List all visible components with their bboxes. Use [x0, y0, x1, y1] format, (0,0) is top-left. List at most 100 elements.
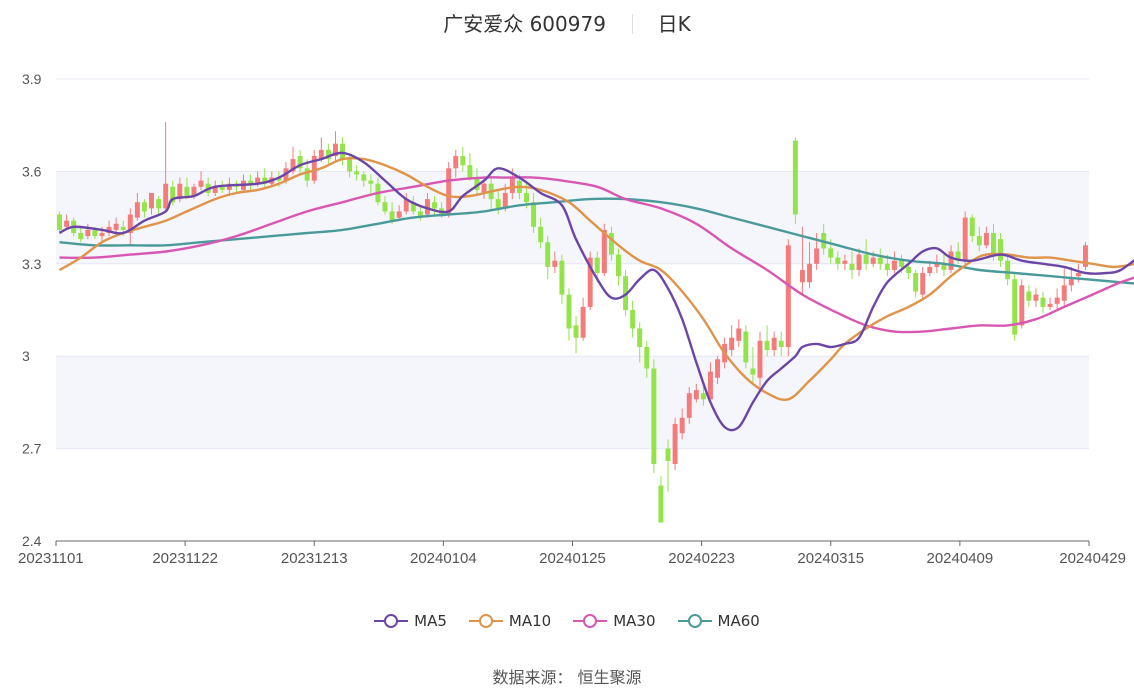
candle-up: [106, 226, 112, 233]
candle-up: [1082, 245, 1088, 267]
candle-up: [1075, 273, 1081, 277]
candle-down: [340, 143, 346, 160]
candle-down: [835, 257, 841, 264]
legend: MA5 MA10 MA30 MA60: [0, 612, 1134, 630]
candle-down: [184, 186, 190, 197]
candle-down: [545, 242, 551, 267]
x-tick-label: 20231122: [152, 550, 218, 567]
candle-up: [509, 177, 515, 193]
x-tick-label: 20231101: [18, 550, 84, 567]
candle-up: [920, 273, 926, 295]
candle-down: [531, 202, 537, 227]
candle-up: [191, 186, 197, 197]
candle-up: [842, 260, 848, 264]
candle-down: [644, 346, 650, 369]
candle-down: [991, 233, 996, 255]
candle-down: [623, 276, 629, 310]
candle-up: [311, 156, 317, 181]
candle-up: [693, 390, 699, 400]
candle-up: [1061, 285, 1067, 301]
candle-down: [120, 226, 126, 230]
candle-down: [304, 168, 310, 181]
candle-down: [969, 217, 975, 237]
x-tick-label: 20240125: [539, 550, 606, 567]
candle-up: [785, 245, 791, 347]
candle-down: [792, 140, 798, 215]
candle-up: [424, 199, 430, 215]
data-source: 数据来源： 恒生聚源: [0, 664, 1134, 688]
legend-label: MA30: [613, 612, 656, 630]
candle-up: [870, 257, 876, 264]
candle-down: [906, 266, 912, 274]
candle-up: [64, 220, 70, 227]
candle-up: [962, 217, 968, 261]
source-value: 恒生聚源: [577, 668, 642, 687]
legend-item-ma5[interactable]: MA5: [374, 612, 447, 630]
candle-down: [651, 368, 657, 464]
candle-down: [538, 226, 544, 243]
candle-down: [524, 192, 529, 203]
candle-up: [856, 254, 862, 270]
candle-up: [814, 248, 820, 264]
candle-down: [884, 263, 890, 270]
x-tick-label: 20240315: [797, 550, 864, 567]
candle-down: [467, 165, 473, 178]
candle-down: [276, 177, 282, 181]
candle-up: [934, 263, 940, 267]
candle-down: [141, 202, 147, 212]
candle-down: [1012, 279, 1018, 335]
grid-band: [56, 171, 1089, 264]
candle-down: [262, 177, 268, 184]
candle-down: [764, 340, 770, 351]
candle-down: [354, 171, 360, 175]
candle-down: [1040, 297, 1046, 307]
candle-up: [679, 417, 685, 434]
candle-down: [608, 233, 614, 255]
candle-up: [446, 168, 452, 215]
candle-down: [156, 199, 162, 209]
legend-marker-icon: [468, 614, 503, 628]
candle-up: [163, 183, 169, 209]
x-axis: 20231101 20231122 20231213 20240104 20240125…: [18, 540, 1126, 567]
candle-down: [828, 248, 834, 258]
kline-chart[interactable]: 2.4 2.7 3 3.3 3.6 3.9 20231101 20231122 2023121…: [0, 0, 1134, 600]
candle-down: [566, 294, 572, 329]
grid-band: [56, 356, 1089, 449]
candle-down: [460, 156, 466, 166]
candle-up: [799, 269, 805, 283]
candle-down: [665, 448, 671, 461]
candle-down: [750, 368, 756, 375]
candle-down: [955, 251, 961, 261]
candle-down: [976, 236, 982, 246]
candle-up: [707, 371, 713, 400]
candle-down: [495, 199, 501, 209]
candle-down: [637, 328, 643, 347]
candle-up: [1019, 285, 1025, 326]
background-bands: [56, 171, 1089, 449]
period-label: 日K: [657, 12, 691, 36]
candle-down: [170, 186, 176, 203]
ma-line-ma10: [58, 156, 1134, 401]
legend-item-ma30[interactable]: MA30: [573, 612, 656, 630]
candle-down: [877, 257, 883, 264]
candle-up: [290, 159, 296, 172]
candle-down: [417, 211, 423, 218]
candle-down: [743, 331, 749, 363]
candle-down: [778, 340, 784, 347]
candle-up: [552, 260, 558, 267]
candle-up: [226, 183, 232, 190]
x-tick-label: 20231213: [281, 550, 348, 567]
candle-up: [715, 359, 721, 378]
candle-up: [736, 328, 742, 341]
legend-item-ma60[interactable]: MA60: [677, 612, 760, 630]
candle-up: [580, 306, 586, 338]
legend-marker-icon: [677, 614, 712, 628]
y-tick-label: 3.3: [22, 256, 42, 272]
ma-lines: [58, 151, 1134, 432]
candle-up: [927, 266, 933, 274]
legend-item-ma10[interactable]: MA10: [468, 612, 551, 630]
candle-down: [325, 149, 331, 160]
candle-up: [177, 183, 183, 200]
candle-down: [297, 156, 303, 169]
candle-down: [998, 239, 1004, 261]
